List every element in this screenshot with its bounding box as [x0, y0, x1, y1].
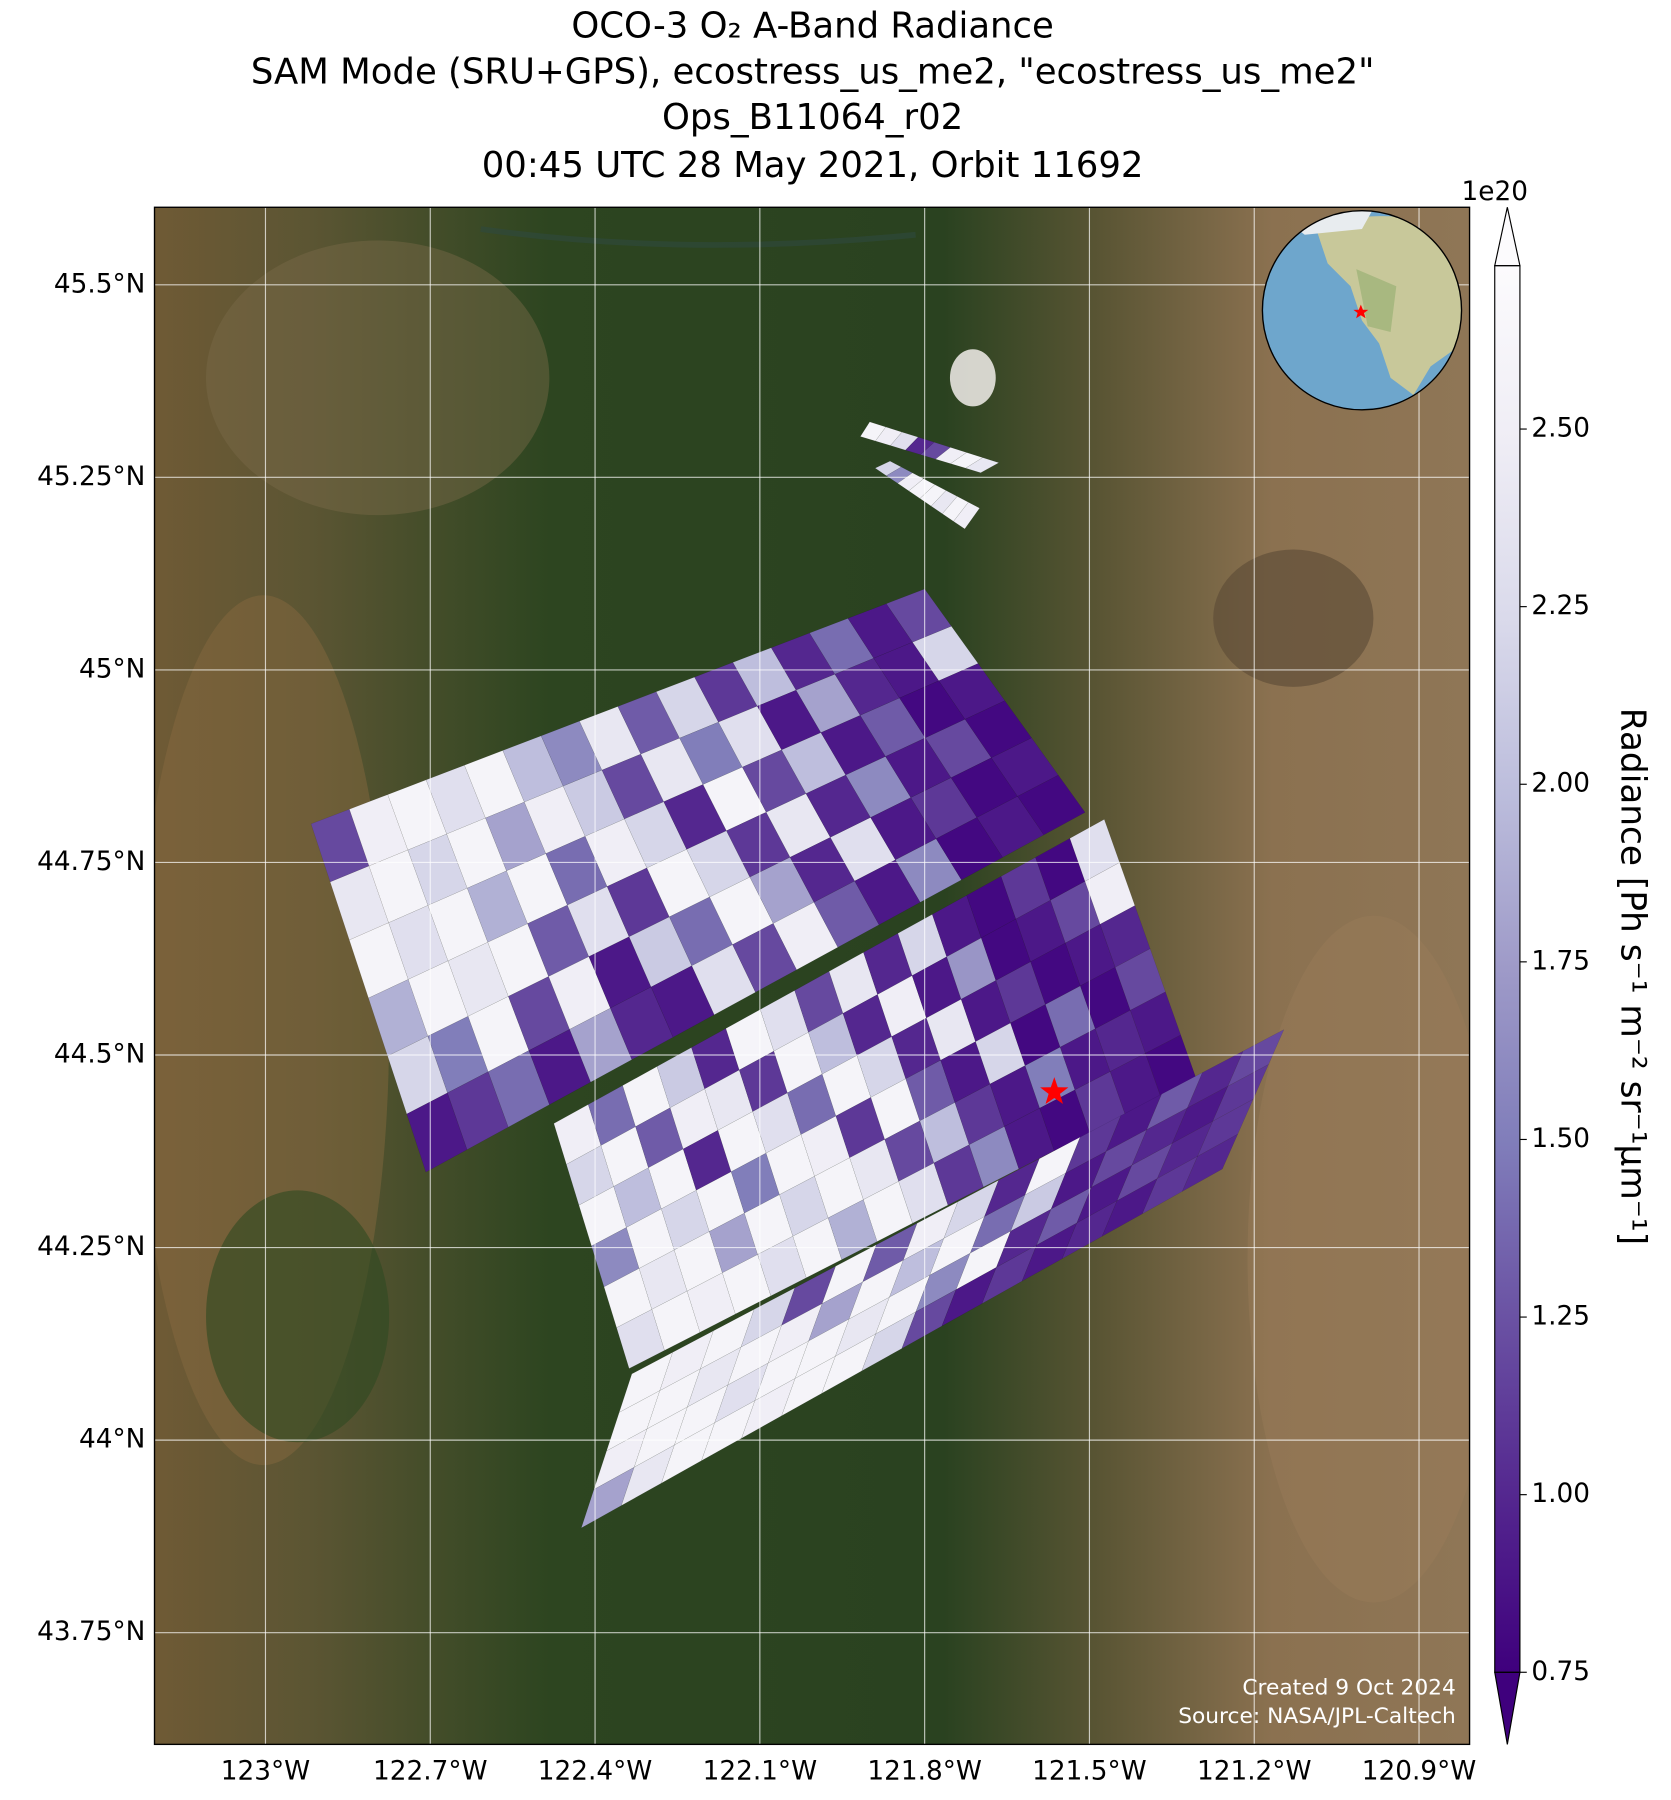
title-line: SAM Mode (SRU+GPS), ecostress_us_me2, "e… — [251, 51, 1375, 92]
x-tick-label: 122.7°W — [373, 1756, 488, 1786]
map-frame — [153, 206, 1471, 1746]
y-tick-label: 43.75°N — [37, 1617, 145, 1647]
x-tick-label: 121.2°W — [1197, 1756, 1312, 1786]
title-line: Ops_B11064_r02 — [662, 97, 963, 138]
y-tick-label: 44.5°N — [54, 1040, 145, 1070]
globe-inset — [1261, 210, 1463, 411]
credit: Created 9 Oct 2024 — [1242, 1675, 1455, 1700]
colorbar-multiplier: 1e20 — [1462, 177, 1528, 207]
x-tick-label: 120.9°W — [1362, 1756, 1477, 1786]
y-tick-label: 45°N — [79, 654, 145, 684]
site-marker — [1040, 1077, 1069, 1105]
swath-cell — [1017, 774, 1086, 836]
basemap — [154, 207, 1470, 1745]
colorbar-tick-label: 1.50 — [1531, 1124, 1590, 1154]
y-tick-label: 45.25°N — [37, 462, 145, 492]
colorbar-tick-label: 1.00 — [1531, 1479, 1590, 1509]
colorbar-tick-label: 1.25 — [1531, 1302, 1590, 1332]
x-tick-label: 122.1°W — [703, 1756, 818, 1786]
y-tick-label: 44.75°N — [37, 847, 145, 877]
x-tick-label: 122.4°W — [538, 1756, 653, 1786]
colorbar-tick-label: 2.00 — [1531, 769, 1590, 799]
colorbar-extend-min — [1494, 1671, 1521, 1745]
credit: Source: NASA/JPL-Caltech — [1178, 1704, 1456, 1729]
colorbar-tick-label: 0.75 — [1531, 1657, 1590, 1687]
colorbar-tick-label: 2.50 — [1531, 414, 1590, 444]
colorbar-tick-label: 1.75 — [1531, 946, 1590, 976]
colorbar-label: Radiance [Ph s⁻¹ m⁻² sr⁻¹μm⁻¹] — [1612, 708, 1652, 1245]
colorbar-frame — [1494, 265, 1521, 1673]
swath-layer — [310, 421, 1285, 1529]
title-line: 00:45 UTC 28 May 2021, Orbit 11692 — [482, 145, 1144, 186]
title-line: OCO-3 O₂ A-Band Radiance — [571, 6, 1054, 47]
x-tick-label: 123°W — [221, 1756, 310, 1786]
colorbar-tick-label: 2.25 — [1531, 591, 1590, 621]
colorbar-extend-max — [1494, 207, 1521, 267]
y-tick-label: 44.25°N — [37, 1232, 145, 1262]
y-tick-label: 45.5°N — [54, 269, 145, 299]
colorbar — [1494, 265, 1520, 1673]
swath-cell — [965, 457, 1000, 473]
x-tick-label: 121.5°W — [1032, 1756, 1147, 1786]
x-tick-label: 121.8°W — [867, 1756, 982, 1786]
swath-cell — [1181, 1133, 1239, 1192]
swath-cell — [953, 501, 980, 530]
y-tick-label: 44°N — [79, 1425, 145, 1455]
